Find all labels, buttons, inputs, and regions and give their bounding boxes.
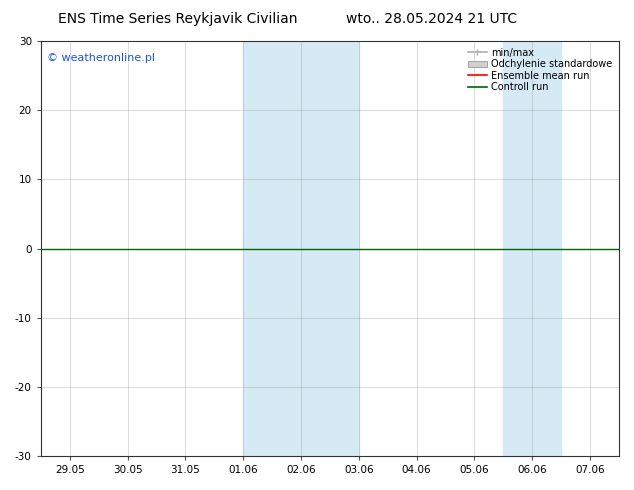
Text: © weatheronline.pl: © weatheronline.pl [47,53,155,64]
Bar [503,41,561,456]
Legend: min/max, Odchylenie standardowe, Ensemble mean run, Controll run: min/max, Odchylenie standardowe, Ensembl… [465,46,614,94]
Bar [243,41,359,456]
Text: wto.. 28.05.2024 21 UTC: wto.. 28.05.2024 21 UTC [346,12,517,26]
Text: ENS Time Series Reykjavik Civilian: ENS Time Series Reykjavik Civilian [58,12,297,26]
